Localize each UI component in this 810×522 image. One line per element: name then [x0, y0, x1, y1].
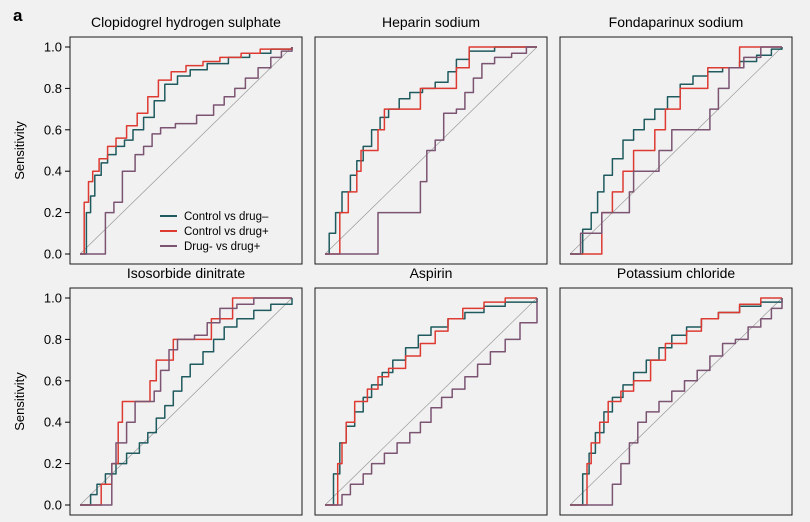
y-tick-label: 0.4 [44, 415, 62, 430]
roc-curve-drug-minus-vs-drug-plus [570, 298, 783, 506]
roc-panel: Potassium chloride [559, 265, 793, 516]
roc-curve-drug-minus-vs-drug-plus [325, 46, 537, 255]
y-tick-label: 0.6 [44, 122, 62, 137]
y-tick-label: 0.2 [44, 456, 62, 471]
plot-frame [69, 36, 303, 265]
roc-curve-control-vs-drug-plus [570, 297, 782, 506]
y-tick-label: 0.6 [44, 373, 62, 388]
plot-frame [69, 287, 303, 516]
roc-curve-drug-minus-vs-drug-plus [325, 298, 538, 506]
roc-panel: Isosorbide dinitrate 0.0 0.2 0.4 0.6 0.8 1.0 Se… [12, 265, 303, 516]
y-tick-label: 0.0 [44, 498, 62, 513]
plot-frame [314, 287, 548, 516]
panel-title: Potassium chloride [617, 265, 735, 281]
roc-panel: Clopidogrel hydrogen sulphate 0.0 0.2 0.4 0.… [12, 14, 303, 265]
roc-curve-control-vs-drug-minus [80, 298, 293, 506]
roc-panel: Fondaparinux sodium [559, 14, 793, 265]
y-tick-label: 0.8 [44, 332, 62, 347]
diagonal-reference-line [324, 297, 538, 506]
roc-curve-control-vs-drug-plus [325, 297, 537, 506]
y-axis-label: Sensitivity [12, 121, 27, 180]
y-tick-label: 1.0 [44, 40, 62, 55]
panel-title: Clopidogrel hydrogen sulphate [91, 14, 281, 30]
panel-label: a [13, 6, 23, 25]
y-tick-label: 0.2 [44, 205, 62, 220]
legend-label: Drug- vs drug+ [184, 241, 261, 253]
plot-frame [559, 287, 793, 516]
y-tick-label: 1.0 [44, 291, 62, 306]
panel-title: Heparin sodium [382, 14, 480, 30]
diagonal-reference-line [569, 46, 783, 255]
y-tick-label: 0.8 [44, 81, 62, 96]
legend-label: Control vs drug– [184, 211, 269, 223]
legend: Control vs drug– Control vs drug+ Drug- vs… [160, 211, 269, 253]
roc-curve-control-vs-drug-plus [80, 47, 293, 255]
roc-curve-drug-minus-vs-drug-plus [80, 47, 293, 255]
roc-curve-drug-minus-vs-drug-plus [80, 297, 292, 506]
roc-curve-control-vs-drug-plus [325, 46, 537, 255]
diagonal-reference-line [79, 46, 293, 255]
roc-panel: Aspirin [314, 265, 548, 516]
roc-curve-control-vs-drug-plus [570, 46, 782, 255]
y-tick-label: 0.0 [44, 247, 62, 262]
panel-title: Fondaparinux sodium [609, 14, 744, 30]
panel-title: Isosorbide dinitrate [127, 265, 246, 281]
roc-curve-drug-minus-vs-drug-plus [570, 46, 782, 255]
diagonal-reference-line [569, 297, 783, 506]
plot-frame [314, 36, 548, 265]
roc-panel: Heparin sodium [314, 14, 548, 265]
y-axis-label: Sensitivity [12, 372, 27, 431]
plot-frame [559, 36, 793, 265]
y-tick-label: 0.4 [44, 164, 62, 179]
panel-title: Aspirin [410, 265, 453, 281]
legend-label: Control vs drug+ [184, 226, 269, 238]
